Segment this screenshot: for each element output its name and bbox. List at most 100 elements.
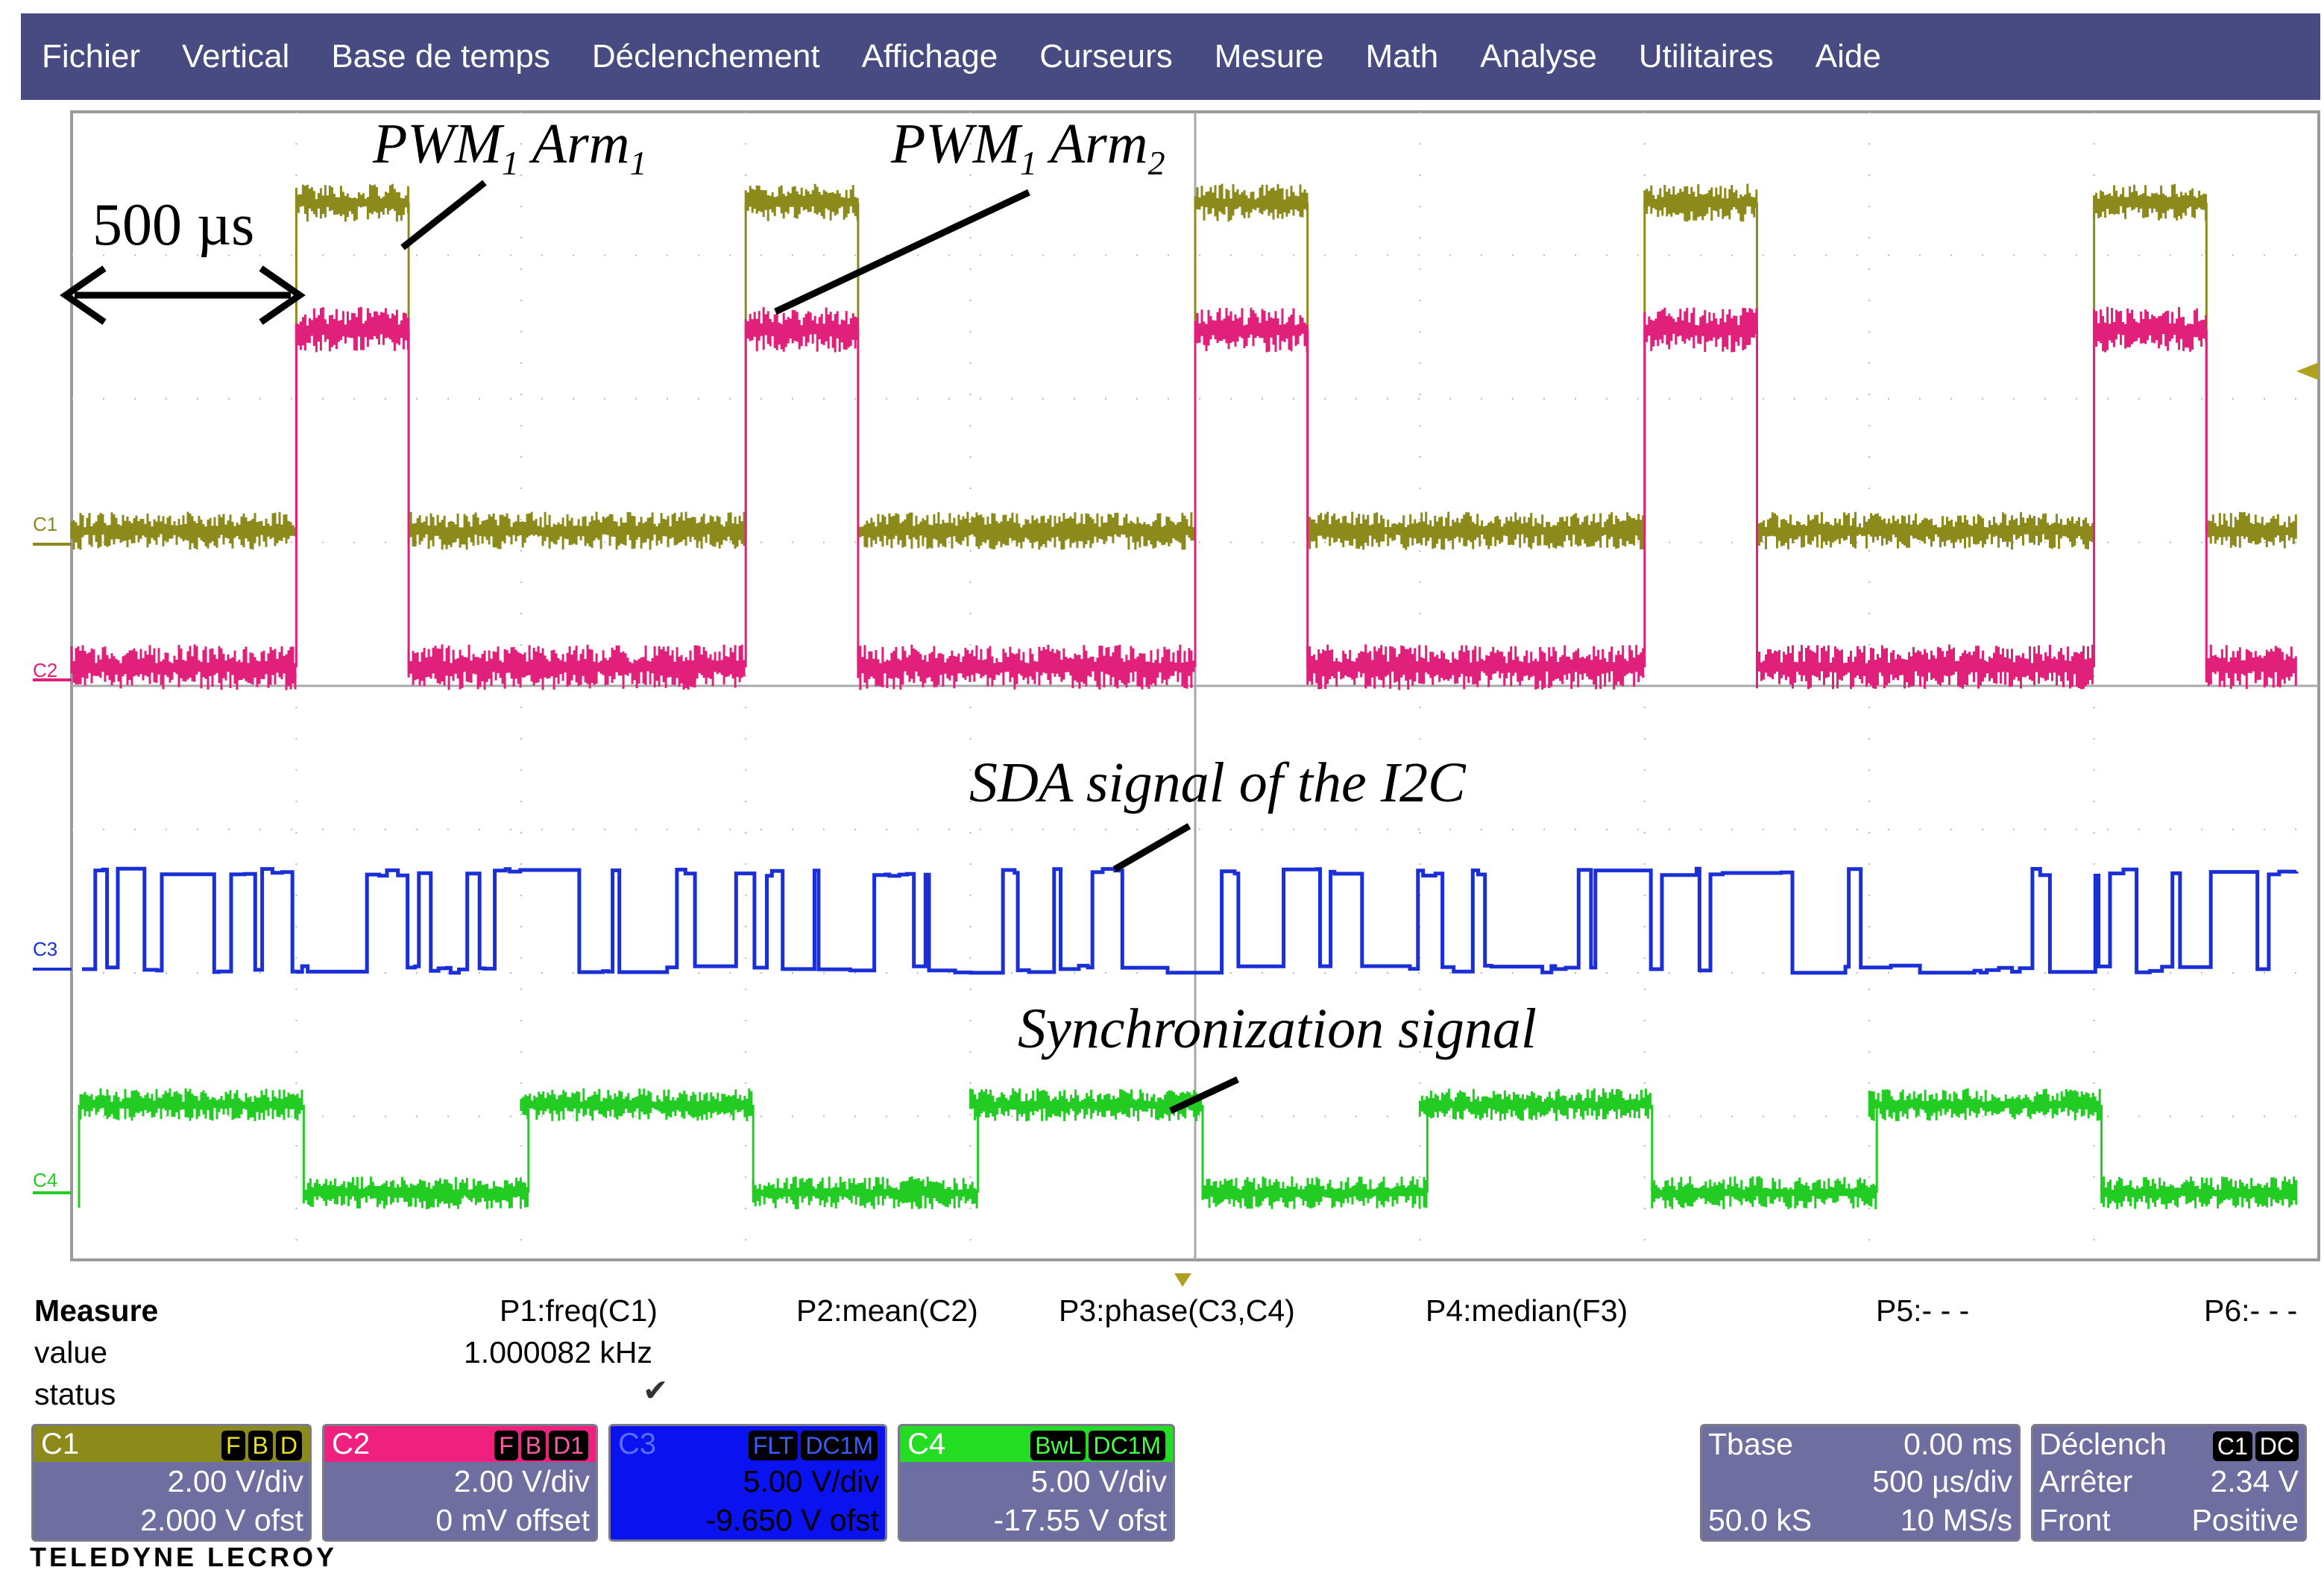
time-span-arrow-right-head <box>259 265 306 325</box>
measure-row-status: status <box>34 1377 116 1411</box>
menu-bar: Fichier Vertical Base de temps Déclenchemen… <box>21 13 2320 100</box>
c4-badge-dc1m: DC1M <box>1089 1430 1165 1460</box>
c3-panel[interactable]: C3 FLT DC1M 5.00 V/div -9.650 V ofst <box>608 1424 887 1542</box>
tbase-title: Tbase <box>1708 1427 1793 1461</box>
c2-trace-low-segment <box>2205 644 2297 690</box>
c4-vdiv: 5.00 V/div <box>1030 1464 1167 1498</box>
c1-trace-high-segment <box>295 183 409 222</box>
trigger-panel[interactable]: Déclench C1 DC Arrêter 2.34 V Front Posit… <box>2031 1424 2307 1542</box>
menu-item-base-de-temps[interactable]: Base de temps <box>331 38 550 75</box>
timebase-panel[interactable]: Tbase 0.00 ms 500 µs/div 50.0 kS 10 MS/s <box>1700 1424 2021 1542</box>
c4-trace-high-segment <box>520 1088 753 1122</box>
c1-badge-b: B <box>248 1430 273 1460</box>
menu-item-affichage[interactable]: Affichage <box>861 38 998 75</box>
c1-channel-label: C1 <box>33 513 57 535</box>
c4-trace-high-segment <box>79 1088 303 1121</box>
c1-offset: 2.000 V ofst <box>140 1503 303 1537</box>
c1-badge-d: D <box>275 1430 302 1460</box>
c4-badge-bwl: BwL <box>1030 1430 1086 1460</box>
c1-trace-low-segment <box>70 511 297 550</box>
c4-trace-low-segment <box>1201 1176 1428 1209</box>
menu-item-mesure[interactable]: Mesure <box>1214 38 1324 75</box>
c4-panel[interactable]: C4 BwL DC1M 5.00 V/div -17.55 V ofst <box>898 1424 1175 1542</box>
c2-panel[interactable]: C2 F B D1 2.00 V/div 0 mV offset <box>322 1424 598 1542</box>
measure-row-value: value <box>34 1335 108 1369</box>
menu-item-math[interactable]: Math <box>1365 38 1439 75</box>
c4-trace <box>78 1088 2298 1210</box>
c1-panel-name: C1 <box>41 1427 80 1460</box>
c1-trace <box>70 183 2297 550</box>
c1-trace-low-segment <box>1306 511 1645 550</box>
p4-label[interactable]: P4:median(F3) <box>1426 1293 1628 1328</box>
time-span-arrow-left-head <box>60 265 107 325</box>
c2-panel-badges: F B D1 <box>491 1428 588 1461</box>
trigger-type: Front <box>2039 1503 2111 1537</box>
c1-trace-high-segment <box>1643 183 1758 222</box>
sync-pointer <box>1169 1076 1239 1115</box>
c2-trace-high-segment <box>1643 307 1758 353</box>
c4-trace-high-segment <box>969 1088 1203 1121</box>
c2-trace-high-segment <box>2093 306 2208 353</box>
c4-trace-high-segment <box>1868 1088 2101 1121</box>
c1-trace-high-segment <box>2093 183 2208 221</box>
p1-value: 1.000082 kHz <box>464 1335 653 1369</box>
c4-panel-name: C4 <box>907 1427 946 1460</box>
trigger-time-marker <box>1174 1273 1191 1287</box>
c3-trace-waveform <box>82 866 2299 975</box>
sda-pointer <box>1112 823 1191 872</box>
p2-label[interactable]: P2:mean(C2) <box>796 1293 978 1328</box>
pwm-arm1-pointer <box>400 180 487 250</box>
c1-trace-high-segment <box>744 183 859 221</box>
c4-trace-low-segment <box>2100 1176 2298 1209</box>
c2-trace-high-segment <box>1194 307 1309 353</box>
c4-trace-low-segment <box>1651 1176 1877 1210</box>
c2-trace-low-segment <box>857 644 1195 690</box>
c2-panel-name: C2 <box>332 1427 371 1460</box>
menu-item-d-clenchement[interactable]: Déclenchement <box>591 38 820 75</box>
p5-label[interactable]: P5:- - - <box>1876 1293 1970 1328</box>
trigger-level-marker <box>2296 362 2319 380</box>
menu-item-vertical[interactable]: Vertical <box>182 38 290 75</box>
c3-panel-badges: FLT DC1M <box>746 1428 878 1461</box>
p6-label[interactable]: P6:- - - <box>2204 1293 2298 1328</box>
trigger-badge-c1: C1 <box>2212 1431 2252 1461</box>
c2-trace-low-segment <box>1306 644 1645 690</box>
c1-vdiv: 2.00 V/div <box>167 1464 303 1498</box>
p3-label[interactable]: P3:phase(C3,C4) <box>1059 1293 1295 1328</box>
menu-item-utilitaires[interactable]: Utilitaires <box>1638 38 1774 75</box>
menu-item-analyse[interactable]: Analyse <box>1480 38 1597 75</box>
oscilloscope-screen: C1 C2 C3 C4 500 µs PWM1 Arm1 PWM1 Arm2 S… <box>33 110 2320 1287</box>
sync-label: Synchronization signal <box>1018 997 1537 1060</box>
c3-badge-dc1m: DC1M <box>801 1430 878 1460</box>
trigger-level: 2.34 V <box>2210 1464 2299 1498</box>
pwm-arm1-label: PWM1 Arm1 <box>372 113 647 182</box>
p1-label[interactable]: P1:freq(C1) <box>500 1293 658 1328</box>
c3-badge-flt: FLT <box>748 1430 799 1460</box>
measure-title: Measure <box>34 1293 159 1328</box>
c2-badge-b: B <box>520 1430 547 1460</box>
c3-channel-label: C3 <box>33 938 57 960</box>
brand-logo: TELEDYNE LECROY <box>30 1542 338 1572</box>
c1-trace-low-segment <box>1756 511 2094 550</box>
tbase-delay: 0.00 ms <box>1903 1427 2012 1461</box>
menu-item-aide[interactable]: Aide <box>1815 38 1881 75</box>
c3-offset: -9.650 V ofst <box>705 1503 879 1537</box>
pwm-arm2-label: PWM1 Arm2 <box>890 113 1165 182</box>
trigger-title: Déclench <box>2039 1427 2167 1461</box>
measure-table: Measure value status P1:freq(C1) 1.00008… <box>0 1293 2324 1413</box>
c2-trace <box>70 306 2297 690</box>
pwm-arm2-pointer <box>774 189 1030 315</box>
c4-trace-low-segment <box>752 1176 978 1209</box>
menu-item-curseurs[interactable]: Curseurs <box>1039 38 1173 75</box>
sda-label: SDA signal of the I2C <box>969 751 1467 814</box>
c3-trace <box>82 866 2299 975</box>
c2-offset: 0 mV offset <box>435 1503 590 1537</box>
c1-trace-low-segment <box>857 511 1195 550</box>
trigger-slope: Positive <box>2191 1503 2299 1537</box>
trigger-badges: C1 DC <box>2210 1426 2299 1462</box>
c2-trace-high-segment <box>744 306 859 353</box>
menu-item-fichier[interactable]: Fichier <box>42 38 141 75</box>
c2-trace-low-segment <box>1756 644 2094 690</box>
